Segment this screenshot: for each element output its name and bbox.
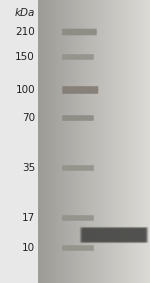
FancyBboxPatch shape [82,228,146,241]
Text: 150: 150 [15,52,35,62]
Text: kDa: kDa [15,8,35,18]
FancyBboxPatch shape [62,245,94,251]
FancyBboxPatch shape [82,228,146,242]
Text: 10: 10 [22,243,35,253]
FancyBboxPatch shape [62,215,94,221]
FancyBboxPatch shape [80,227,148,243]
FancyBboxPatch shape [62,115,94,121]
FancyBboxPatch shape [62,86,98,94]
FancyBboxPatch shape [62,29,97,35]
FancyBboxPatch shape [81,228,147,242]
Text: 17: 17 [22,213,35,223]
Text: 100: 100 [15,85,35,95]
FancyBboxPatch shape [62,54,94,60]
Text: 210: 210 [15,27,35,37]
FancyBboxPatch shape [80,227,148,243]
Bar [38,0,150,283]
Text: 35: 35 [22,163,35,173]
Text: 70: 70 [22,113,35,123]
FancyBboxPatch shape [62,165,94,171]
FancyBboxPatch shape [81,228,147,243]
